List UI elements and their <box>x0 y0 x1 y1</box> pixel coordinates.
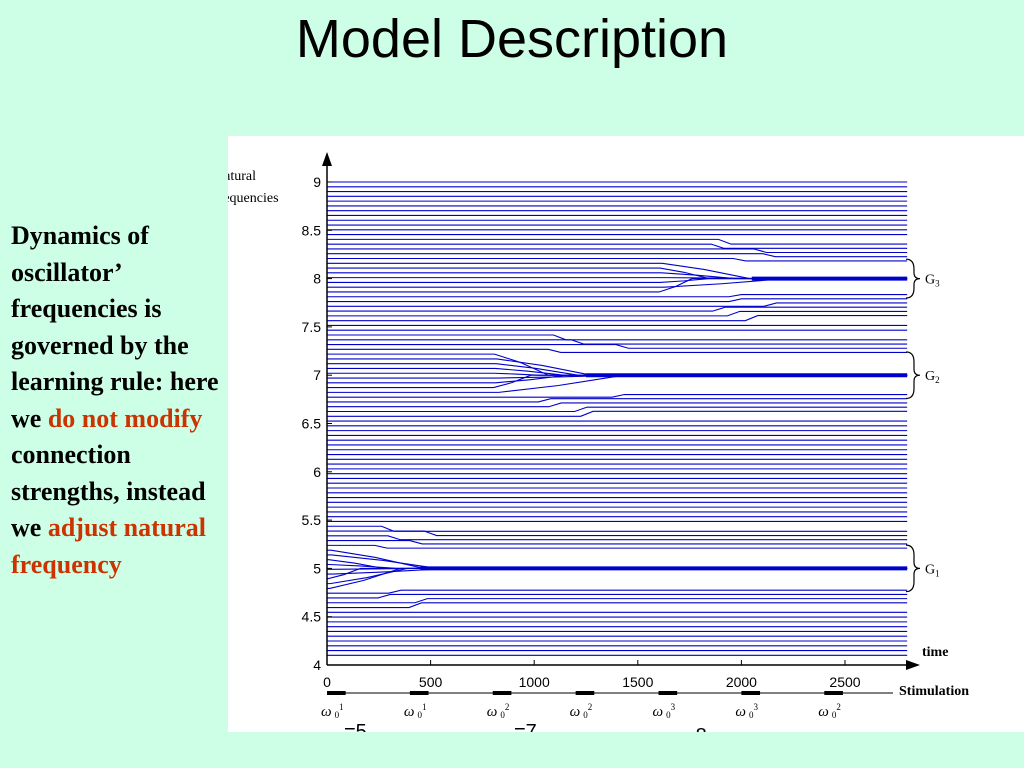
stimulation-annotation: =8 <box>684 725 707 732</box>
oscillator-line <box>327 262 908 280</box>
y-axis-label-line2: frequencies <box>228 191 279 206</box>
oscillator-line <box>327 393 908 398</box>
oscillator-line <box>327 278 908 293</box>
x-tick-label: 2000 <box>726 674 757 690</box>
oscillator-line <box>327 540 908 545</box>
oscillator-line <box>327 535 908 541</box>
oscillator-line <box>327 243 908 249</box>
x-tick-label: 2500 <box>829 674 860 690</box>
y-tick-label: 7 <box>313 367 321 383</box>
stimulation-annotation: =5 <box>344 721 367 732</box>
cluster-brace <box>905 544 921 593</box>
oscillator-line <box>327 302 908 307</box>
y-tick-label: 9 <box>313 174 321 190</box>
x-tick-label: 500 <box>419 674 443 690</box>
x-tick-label: 1500 <box>622 674 653 690</box>
y-tick-label: 8.5 <box>302 222 322 238</box>
stimulation-omega: ω 01 <box>404 702 427 720</box>
cluster-label: G3 <box>925 273 940 289</box>
stimulation-omega: ω 02 <box>570 702 593 720</box>
stimulation-annotation: =7 <box>514 721 537 732</box>
side-description: Dynamics of oscillator’ frequencies is g… <box>11 218 223 583</box>
y-tick-label: 6 <box>313 464 321 480</box>
oscillator-line <box>327 549 908 569</box>
oscillator-line <box>327 334 908 341</box>
cluster-brace <box>905 258 921 299</box>
cluster-label: G1 <box>925 562 940 578</box>
stimulation-omega: ω 02 <box>487 702 510 720</box>
y-tick-label: 6.5 <box>302 416 322 432</box>
y-tick-label: 5.5 <box>302 512 322 528</box>
x-tick-label: 0 <box>323 674 331 690</box>
oscillator-line <box>327 257 908 262</box>
frequency-chart: 4 4.5 5 5.5 6 6.5 7 7.5 8 8.5 9 0 500 1000 1500 2000 250… <box>228 152 969 732</box>
y-tick-label: 7.5 <box>302 319 322 335</box>
oscillator-line <box>327 589 908 594</box>
cluster-brace <box>905 351 921 400</box>
description-text-2: connection strengths, instead we <box>11 440 206 542</box>
oscillator-line <box>327 398 908 403</box>
highlight-adjust-frequency: adjust natural frequency <box>11 513 207 579</box>
cluster-label: G2 <box>925 369 940 385</box>
y-tick-label: 4.5 <box>302 609 322 625</box>
x-axis-label: time <box>922 645 948 660</box>
oscillator-line <box>327 598 908 604</box>
oscillator-line <box>327 238 908 245</box>
y-tick-label: 8 <box>313 271 321 287</box>
oscillator-line <box>327 544 908 549</box>
y-tick-label: 5 <box>313 560 321 576</box>
oscillator-line <box>327 344 908 349</box>
oscillator-lines <box>327 181 908 656</box>
oscillator-line <box>327 402 908 408</box>
oscillator-line <box>327 530 908 537</box>
description-text-1: Dynamics of oscillator’ frequencies is g… <box>11 221 219 433</box>
oscillator-line <box>327 410 908 417</box>
stimulation-label: Stimulation <box>899 684 969 699</box>
oscillator-line <box>327 248 908 254</box>
oscillator-line <box>327 567 908 589</box>
oscillator-line <box>327 406 908 413</box>
slide-title: Model Description <box>295 9 729 69</box>
chart-panel: 4 4.5 5 5.5 6 6.5 7 7.5 8 8.5 9 0 500 1000 1500 2000 250… <box>228 136 1024 732</box>
oscillator-line <box>327 253 908 258</box>
stimulation-omega: ω 01 <box>321 702 344 720</box>
oscillator-line <box>327 294 908 298</box>
y-axis-arrow <box>322 152 332 166</box>
oscillator-line <box>327 602 908 609</box>
oscillator-line <box>327 353 908 376</box>
highlight-do-not-modify: do not modify <box>47 403 203 433</box>
y-tick-label: 4 <box>313 657 321 673</box>
oscillator-line <box>327 593 908 599</box>
stimulation-omega: ω 02 <box>818 702 841 720</box>
oscillator-line <box>327 339 908 345</box>
oscillator-line <box>327 298 908 303</box>
stimulation-omega: ω 03 <box>735 702 758 720</box>
stimulation-omega: ω 03 <box>653 702 676 720</box>
oscillator-line <box>327 306 908 312</box>
oscillator-line <box>327 310 908 317</box>
oscillator-line <box>327 525 908 532</box>
x-axis-arrow <box>906 660 920 670</box>
oscillator-line <box>327 315 908 322</box>
oscillator-line <box>327 348 908 353</box>
y-axis-label-line1: Natural <box>228 169 256 184</box>
x-tick-label: 1000 <box>519 674 550 690</box>
